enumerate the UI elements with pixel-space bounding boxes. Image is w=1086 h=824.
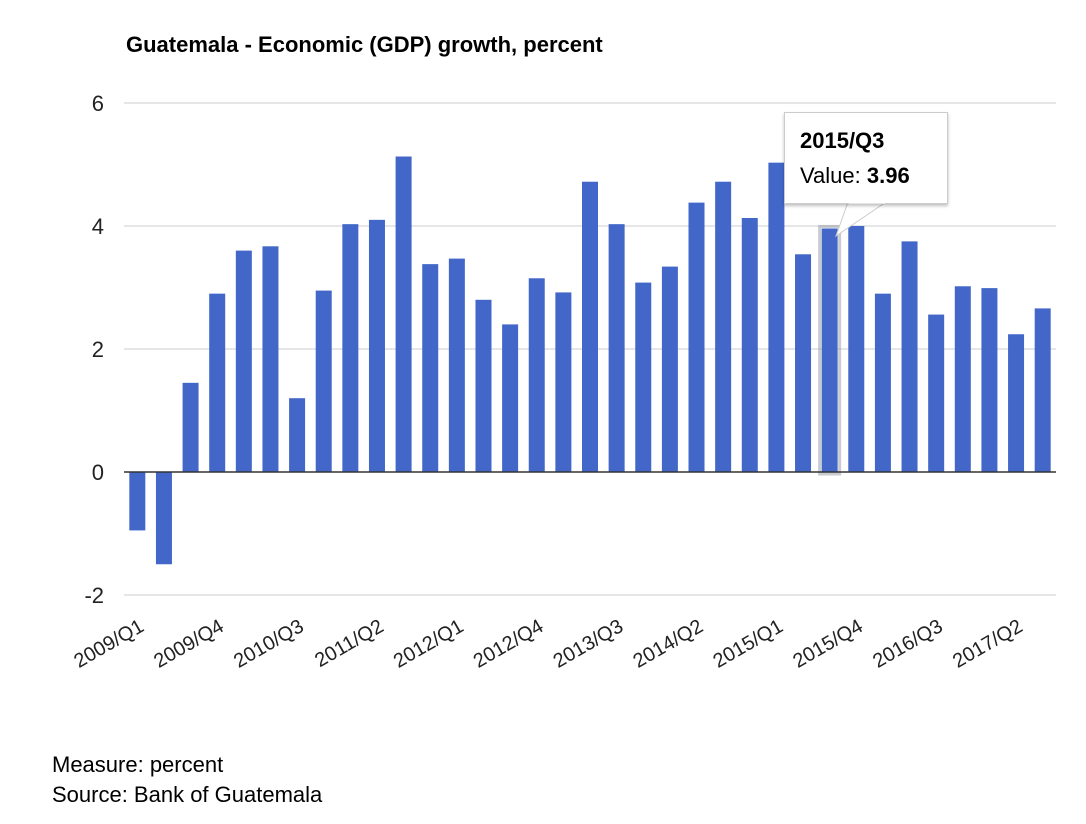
bar-2014/Q2[interactable] [688, 202, 705, 472]
bar-2015/Q1[interactable] [768, 162, 785, 472]
bar-2013/Q3[interactable] [608, 224, 625, 472]
measure-note: Measure: percent [52, 752, 224, 777]
bar-2012/Q3[interactable] [502, 324, 519, 472]
x-tick-label: 2016/Q3 [869, 615, 946, 672]
bar-2011/Q1[interactable] [342, 224, 359, 472]
chart-footer: Measure: percent Source: Bank of Guatema… [52, 750, 322, 810]
bar-2012/Q2[interactable] [475, 299, 492, 472]
x-tick-label: 2015/Q1 [709, 615, 786, 672]
y-axis-ticks: 6 4 2 0 -2 [84, 91, 104, 608]
y-tick-label: 4 [92, 214, 104, 239]
bar-2013/Q2[interactable] [582, 181, 598, 472]
bar-2014/Q4[interactable] [741, 218, 758, 472]
bars [129, 156, 1051, 565]
bar-2017/Q3[interactable] [1034, 308, 1051, 472]
bar-2010/Q4[interactable] [315, 290, 332, 472]
bar-2012/Q4[interactable] [528, 278, 545, 472]
tooltip-value-line: Value: 3.96 [800, 163, 910, 189]
bar-2009/Q4[interactable] [209, 293, 226, 472]
x-tick-label: 2013/Q3 [550, 615, 627, 672]
x-tick-label: 2011/Q2 [311, 615, 387, 672]
bar-2015/Q4[interactable] [848, 226, 865, 472]
x-tick-label: 2017/Q2 [949, 615, 1026, 672]
tooltip-box [784, 112, 948, 204]
tooltip-value-label: Value: [800, 163, 861, 188]
bar-2011/Q2[interactable] [368, 219, 385, 472]
tooltip-category: 2015/Q3 [800, 128, 885, 153]
y-tick-label: 2 [92, 337, 104, 362]
x-tick-label: 2015/Q4 [789, 615, 866, 672]
x-tick-label: 2012/Q4 [470, 615, 547, 672]
y-tick-label: 0 [92, 460, 104, 485]
bar-2013/Q4[interactable] [635, 282, 652, 472]
bar-2016/Q4[interactable] [954, 286, 971, 472]
x-tick-label: 2010/Q3 [230, 615, 307, 672]
bar-2010/Q2[interactable] [262, 246, 279, 472]
source-note: Source: Bank of Guatemala [52, 782, 323, 807]
chart-title: Guatemala - Economic (GDP) growth, perce… [126, 32, 603, 57]
x-tick-label: 2009/Q4 [150, 615, 227, 672]
x-tick-label: 2014/Q2 [630, 615, 707, 672]
bar-2017/Q1[interactable] [981, 288, 998, 472]
bar-2011/Q4[interactable] [422, 264, 439, 472]
bar-2016/Q1[interactable] [874, 293, 891, 472]
data-tooltip: 2015/Q3 Value: 3.96 [784, 112, 948, 238]
x-tick-label: 2012/Q1 [390, 615, 467, 672]
bar-2016/Q2[interactable] [901, 241, 918, 472]
bar-2009/Q2[interactable] [155, 472, 172, 565]
bar-2012/Q1[interactable] [448, 258, 465, 472]
bar-2011/Q3[interactable] [395, 156, 412, 472]
bar-2009/Q3[interactable] [182, 382, 199, 472]
bar-2010/Q1[interactable] [235, 250, 252, 472]
x-axis-ticks: 2009/Q1 2009/Q4 2010/Q3 2011/Q2 2012/Q1 2012/… [70, 615, 1026, 672]
bar-2013/Q1[interactable] [555, 292, 572, 472]
bar-2015/Q3[interactable] [821, 228, 838, 472]
bar-2014/Q3[interactable] [715, 181, 732, 472]
bar-2009/Q1[interactable] [129, 472, 146, 531]
bar-2017/Q2[interactable] [1008, 334, 1025, 472]
y-tick-label: 6 [92, 91, 104, 116]
y-tick-label: -2 [84, 583, 104, 608]
bar-2015/Q2[interactable] [795, 254, 812, 472]
bar-highlight [818, 224, 842, 476]
bar-2016/Q3[interactable] [928, 314, 945, 472]
bar-2014/Q1[interactable] [661, 266, 678, 472]
bar-2010/Q3[interactable] [289, 398, 306, 472]
tooltip-value: 3.96 [866, 163, 910, 188]
x-tick-label: 2009/Q1 [70, 615, 147, 672]
